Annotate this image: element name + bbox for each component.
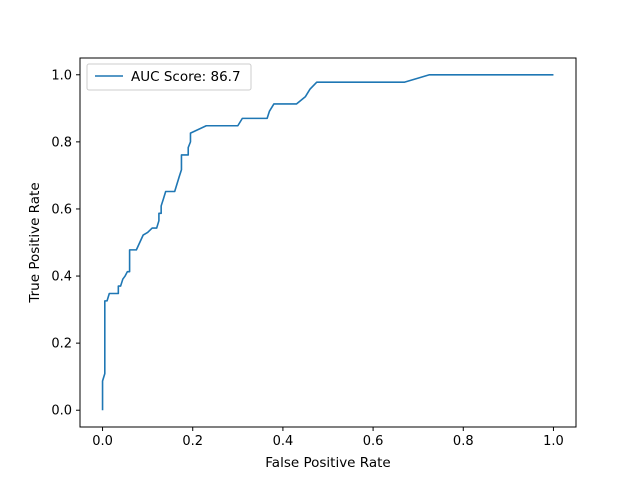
legend-box (86, 63, 252, 91)
y-tick-label: 0.2 (51, 337, 72, 352)
roc-curve-line (101, 73, 554, 411)
y-tick-label: 0.6 (51, 202, 72, 217)
x-axis-ticks: 0.0 0.2 0.4 0.6 0.8 1.0 (92, 427, 564, 449)
x-axis-label: False Positive Rate (265, 455, 390, 471)
plot-area (80, 58, 576, 427)
y-tick-label: 0.0 (51, 404, 72, 419)
y-axis-label: True Positive Rate (27, 182, 43, 303)
x-tick-label: 0.4 (273, 434, 294, 449)
x-tick-label: 1.0 (543, 434, 564, 449)
series-layer (101, 73, 554, 411)
legend-label: AUC Score: 86.7 (131, 69, 241, 85)
x-tick-label: 0.0 (92, 434, 113, 449)
y-tick-label: 0.4 (51, 270, 72, 285)
y-axis-ticks: 0.0 0.2 0.4 0.6 0.8 1.0 (51, 68, 80, 419)
legend: AUC Score: 86.7 (86, 63, 252, 91)
x-tick-label: 0.2 (182, 434, 203, 449)
plot-frame (79, 57, 577, 428)
y-tick-label: 0.8 (51, 135, 72, 150)
y-tick-label: 1.0 (51, 68, 72, 83)
x-tick-label: 0.8 (453, 434, 474, 449)
x-tick-label: 0.6 (363, 434, 384, 449)
